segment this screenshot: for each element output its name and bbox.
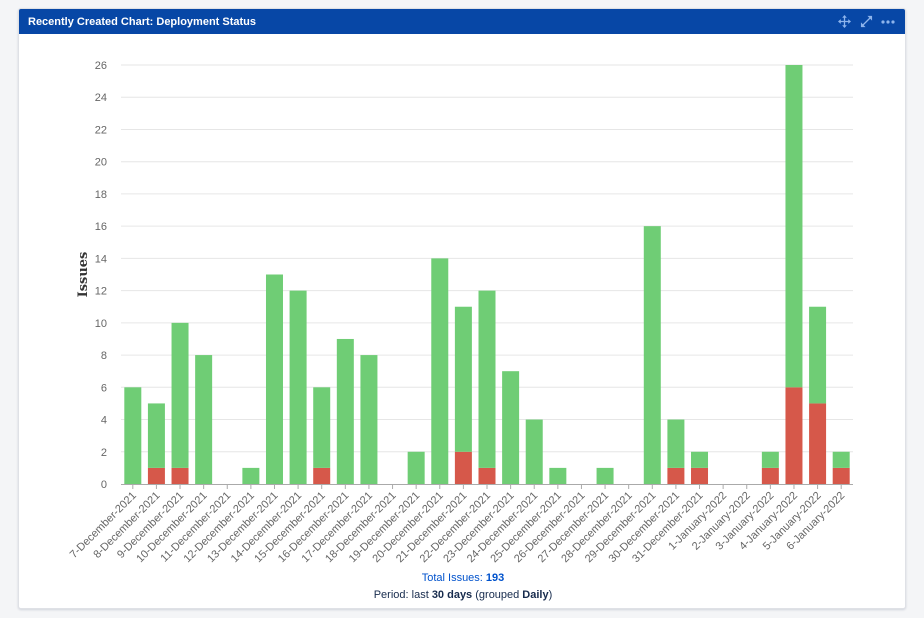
period-info: Period: last 30 days (grouped Daily) (19, 589, 905, 601)
bar-segment[interactable] (691, 467, 709, 484)
move-icon[interactable] (837, 15, 851, 29)
bar-segment[interactable] (454, 306, 472, 452)
bar-segment[interactable] (124, 387, 142, 484)
total-issues: Total Issues: 193 (19, 572, 905, 584)
y-tick-label: 8 (101, 350, 107, 362)
period-prefix: Period: last (373, 589, 429, 601)
bar-segment[interactable] (407, 451, 425, 484)
bar-segment[interactable] (785, 387, 803, 484)
period-days: 30 days (431, 589, 473, 601)
y-tick-label: 2 (101, 447, 107, 459)
y-tick-label: 16 (95, 221, 107, 233)
bar-segment[interactable] (171, 322, 189, 468)
bar-segment[interactable] (643, 226, 661, 484)
y-tick-label: 18 (95, 189, 107, 201)
y-tick-label: 22 (95, 124, 107, 136)
period-group: Daily (522, 589, 549, 601)
bar-segment[interactable] (502, 371, 520, 484)
bar-segment[interactable] (195, 355, 213, 484)
y-tick-label: 12 (95, 286, 107, 298)
bar-segment[interactable] (761, 467, 779, 484)
bar-segment[interactable] (667, 419, 685, 468)
bar-segment[interactable] (761, 451, 779, 468)
bar-segment[interactable] (265, 274, 283, 485)
bar-segment[interactable] (478, 467, 496, 484)
y-tick-label: 10 (95, 318, 107, 330)
y-tick-label: 4 (101, 415, 107, 427)
chart-gadget: Recently Created Chart: Deployment Statu… (18, 8, 906, 609)
bar-segment[interactable] (336, 338, 354, 484)
y-tick-label: 20 (95, 157, 107, 169)
total-issues-label: Total Issues: (421, 572, 483, 584)
bar-segment[interactable] (171, 467, 189, 484)
bar-segment[interactable] (147, 467, 165, 484)
bar-segment[interactable] (785, 65, 803, 388)
bar-segment[interactable] (596, 467, 614, 484)
x-tick-labels: 7-December-20218-December-20219-December… (68, 484, 847, 565)
bar-segment[interactable] (549, 467, 567, 484)
bar-segment[interactable] (147, 403, 165, 468)
total-issues-value: 193 (485, 572, 505, 584)
bar-segment[interactable] (832, 467, 850, 484)
bar-segment[interactable] (525, 419, 543, 484)
y-tick-label: 0 (101, 479, 107, 491)
expand-icon[interactable] (859, 15, 873, 29)
bar-segment[interactable] (289, 290, 307, 484)
bar-segment[interactable] (691, 451, 709, 468)
gadget-header: Recently Created Chart: Deployment Statu… (19, 9, 905, 34)
y-tick-label: 26 (95, 60, 107, 72)
y-tick-label: 24 (95, 92, 107, 104)
y-tick-label: 6 (101, 382, 107, 394)
bar-segment[interactable] (242, 467, 260, 484)
y-tick-label: 14 (95, 253, 107, 265)
more-icon[interactable] (881, 15, 895, 29)
y-axis-label: Issues (76, 252, 91, 298)
bar-segment[interactable] (478, 290, 496, 468)
gadget-title: Recently Created Chart: Deployment Statu… (28, 15, 256, 28)
period-mid: (grouped (475, 589, 520, 601)
bar-segment[interactable] (313, 387, 331, 468)
period-suffix: ) (548, 589, 553, 601)
bar-segment[interactable] (809, 306, 827, 404)
bar-segment[interactable] (454, 451, 472, 484)
bars (124, 65, 850, 485)
bar-segment[interactable] (360, 355, 378, 484)
bar-segment[interactable] (667, 467, 685, 484)
bar-segment[interactable] (832, 451, 850, 468)
bar-segment[interactable] (431, 258, 449, 484)
bar-segment[interactable] (809, 403, 827, 484)
gadget-actions (837, 15, 895, 29)
bar-segment[interactable] (313, 467, 331, 484)
